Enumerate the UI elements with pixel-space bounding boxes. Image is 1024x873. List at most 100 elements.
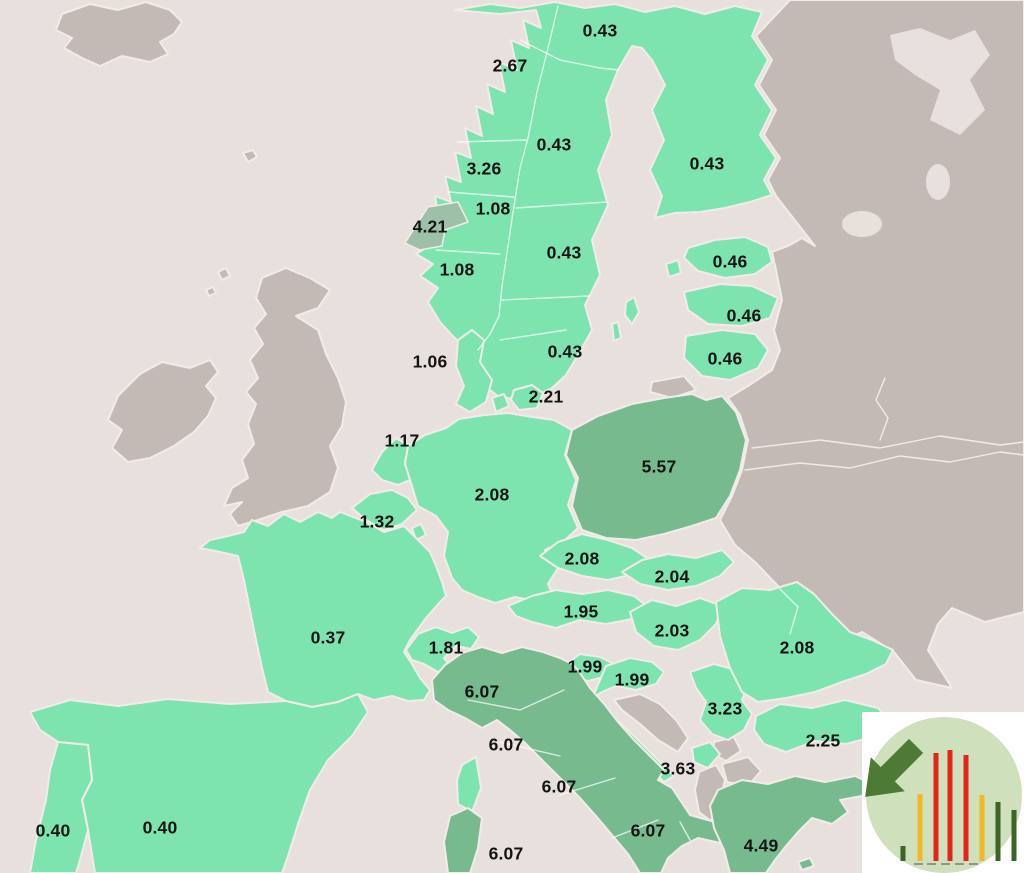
value-label-norway-east: 1.08 [475,198,511,219]
island-oland [611,321,622,342]
value-label-italy-north: 6.07 [464,681,500,702]
value-label-sweden-south: 0.43 [547,341,583,362]
zone-line-italy-5 [679,821,691,841]
value-label-netherlands: 1.17 [384,430,420,451]
zone-line-sweden-4 [499,329,567,341]
country-north-macedonia [721,756,762,787]
value-label-lithuania: 0.46 [707,348,743,369]
lakes [842,28,990,237]
value-label-norway-north: 0.43 [582,20,618,41]
value-label-romania: 2.08 [779,637,815,658]
value-label-slovenia: 1.99 [567,656,603,677]
border-belarus-ukraine [744,451,1024,471]
island-zealand [510,384,544,411]
value-label-italy-south: 6.07 [630,820,666,841]
value-label-finland: 0.43 [689,153,725,174]
orkney-islands [205,286,217,297]
border-belarus-russia [751,435,1024,449]
statistics-logo [862,712,1024,873]
country-lithuania [683,329,769,381]
value-label-belgium: 1.32 [359,511,395,532]
value-label-bulgaria: 2.25 [805,730,841,751]
zone-line-italy-4 [611,819,659,839]
island-sardinia [443,807,483,873]
logo-bar [1011,810,1017,861]
zone-line-norway-3 [447,191,515,198]
country-poland [565,393,747,541]
zone-line-norway-2 [457,139,527,143]
country-iceland [55,1,183,67]
lake-onega [926,164,950,200]
value-label-denmark-west: 1.06 [412,351,448,372]
logo-bar [900,846,906,861]
logo-bar [933,753,939,861]
island-funen [491,393,510,413]
country-hungary [629,597,723,651]
border-russia-internal [875,377,889,441]
value-label-serbia: 3.23 [707,698,743,719]
country-latvia [683,283,779,327]
value-label-switzerland: 1.81 [428,637,464,658]
value-label-norway-west: 4.21 [412,216,448,237]
value-countries-dark [431,393,873,873]
zone-line-italy-1 [467,689,565,711]
lake-ladoga [842,211,882,237]
estonian-islands [665,259,682,278]
value-label-italy-centre-north: 6.07 [488,734,524,755]
zone-line-italy-2 [499,741,561,757]
country-france [199,511,447,708]
value-label-norway-mid: 2.67 [492,55,528,76]
border-moldova [779,588,799,635]
shetland-islands [217,267,231,281]
value-label-latvia: 0.46 [726,305,762,326]
statistics-logo-svg [865,717,1022,873]
value-label-denmark-east: 2.21 [528,386,564,407]
value-label-hungary: 2.03 [654,620,690,641]
value-label-austria: 1.95 [563,601,599,622]
country-belgium [351,489,418,531]
value-label-spain: 0.40 [142,817,178,838]
country-bosnia [613,693,689,753]
country-estonia [683,236,773,279]
country-portugal [29,741,93,873]
logo-bar [979,795,985,861]
down-left-arrow-icon [865,738,924,797]
greek-island [797,857,815,871]
value-label-portugal: 0.40 [35,820,71,841]
country-greece [709,775,873,873]
island-corsica [456,756,482,813]
value-zone-muted [404,201,469,251]
country-ireland [107,359,219,463]
logo-bars [900,750,1017,861]
island-gotland [624,296,640,325]
country-faroe-islands [242,149,258,163]
value-label-poland: 5.57 [641,456,677,477]
zone-line-sweden-2 [515,201,607,209]
country-united-kingdom [223,267,347,527]
value-label-norway-trondelag: 3.26 [466,158,502,179]
value-label-norway-south: 1.08 [439,259,475,280]
region-kaliningrad [649,375,697,399]
zone-boundary-lines [435,5,1024,841]
value-label-sweden-north: 0.43 [536,134,572,155]
logo-bar [917,794,923,861]
zone-line-nordics-1 [519,39,619,71]
zone-line-norway-4 [435,249,501,255]
value-label-croatia: 1.99 [614,669,650,690]
value-label-czechia: 2.08 [564,548,600,569]
logo-microtext-ticks [914,863,978,865]
zone-line-sweden-3 [501,295,591,301]
zone-norway-west [404,201,469,251]
country-denmark-jutland [455,329,493,413]
value-label-montenegro-coast: 3.63 [660,758,696,779]
value-label-france: 0.37 [310,627,346,648]
country-montenegro [691,741,721,769]
white-sea [890,28,990,135]
logo-bar [963,755,969,861]
logo-bar [995,802,1001,861]
border-norway-sweden [477,5,559,351]
value-label-italy-centre: 6.07 [541,776,577,797]
value-label-greece: 4.49 [743,835,779,856]
